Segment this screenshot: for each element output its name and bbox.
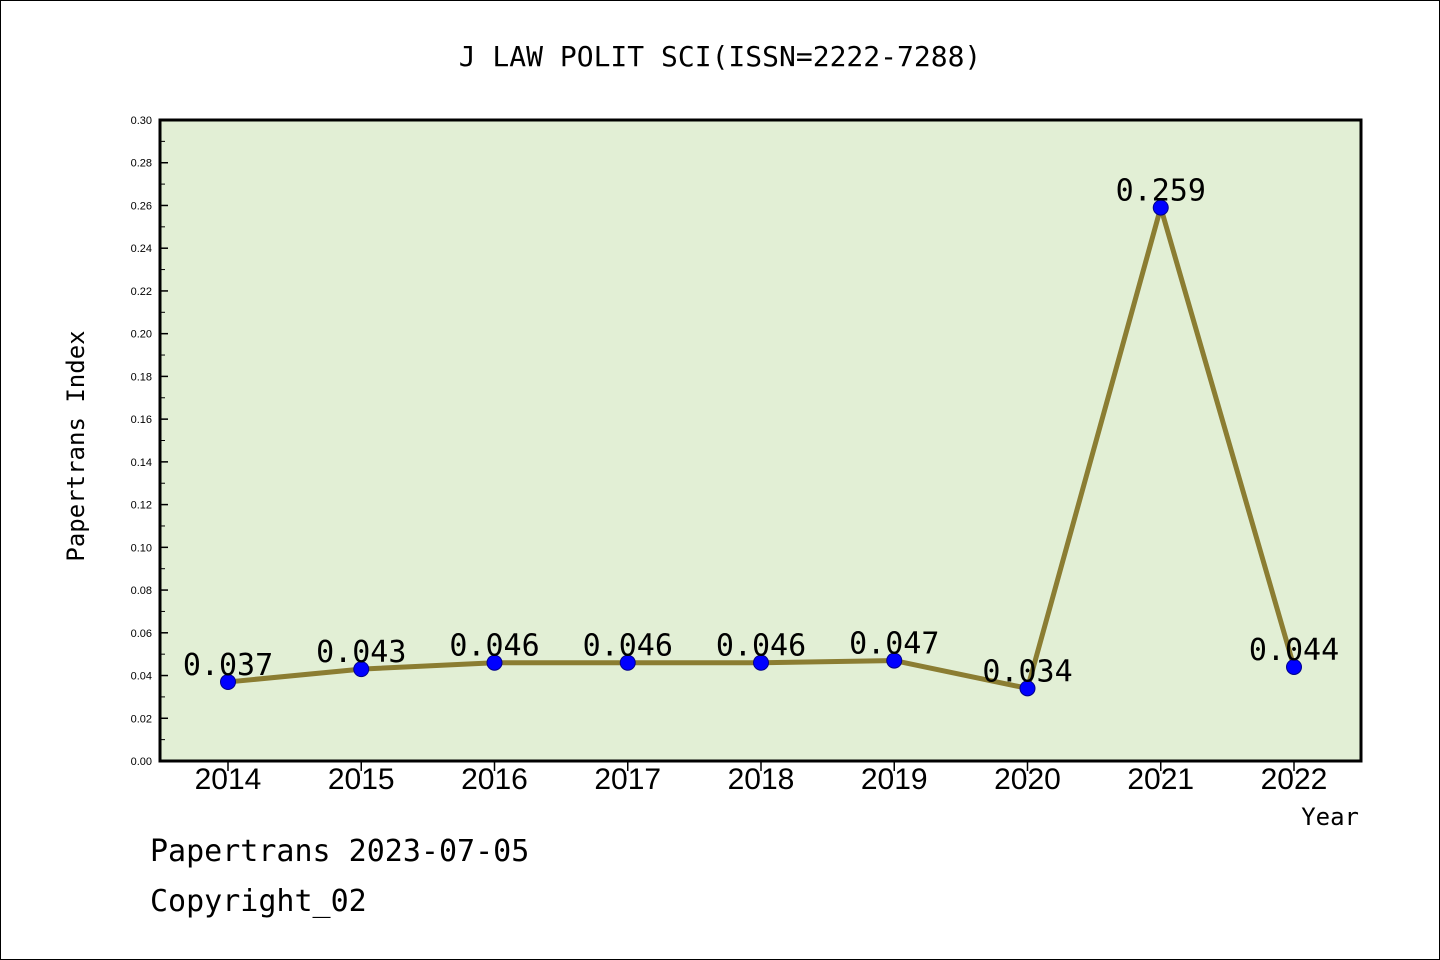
y-tick-label: 0.14 (131, 457, 152, 469)
data-point (1152, 199, 1169, 216)
y-tick-label: 0.22 (131, 286, 152, 298)
data-label: 0.044 (1249, 633, 1339, 668)
data-point (486, 654, 503, 671)
data-point (619, 654, 636, 671)
y-tick-label: 0.08 (131, 585, 152, 597)
data-label: 0.043 (316, 635, 406, 670)
x-tick-label: 2019 (861, 763, 928, 796)
data-label: 0.037 (183, 648, 273, 683)
y-tick-label: 0.28 (131, 158, 152, 170)
chart-title: J LAW POLIT SCI(ISSN=2222-7288) (459, 40, 982, 73)
data-point (1019, 680, 1036, 697)
footer-date: Papertrans 2023-07-05 (150, 834, 530, 869)
x-tick-label: 2022 (1261, 763, 1328, 796)
y-tick-label: 0.20 (131, 329, 152, 341)
data-label: 0.046 (583, 629, 673, 664)
data-point (220, 673, 236, 690)
y-tick-label: 0.00 (131, 756, 152, 768)
y-tick-label: 0.24 (131, 243, 152, 255)
footer-copyright: Copyright_02 (150, 884, 367, 919)
data-label: 0.259 (1116, 174, 1206, 209)
x-tick-label: 2020 (994, 763, 1061, 796)
y-axis: 0.00 0.02 0.04 0.06 0.08 0.10 0.12 0.14 0.16 0.18… (131, 115, 168, 768)
y-axis-label: Papertrans Index (62, 330, 90, 561)
y-tick-label: 0.26 (131, 200, 152, 212)
data-label: 0.034 (982, 654, 1072, 689)
data-markers (220, 199, 1302, 697)
data-point (1286, 658, 1302, 675)
x-tick-label: 2015 (328, 763, 395, 796)
data-point (353, 661, 370, 678)
x-tick-label: 2017 (594, 763, 661, 796)
data-labels: 0.037 0.043 0.046 0.046 0.046 0.047 0.034 0.259… (183, 174, 1339, 690)
x-tick-label: 2018 (728, 763, 795, 796)
y-tick-label: 0.12 (131, 500, 152, 512)
x-axis-label: Year (1301, 803, 1359, 831)
y-tick-label: 0.02 (131, 713, 152, 725)
data-label: 0.046 (716, 629, 806, 664)
x-tick-label: 2014 (195, 763, 262, 796)
y-tick-label: 0.18 (131, 371, 152, 383)
y-tick-label: 0.06 (131, 628, 152, 640)
y-tick-label: 0.10 (131, 542, 152, 554)
y-tick-label: 0.04 (131, 671, 152, 683)
data-point (753, 654, 769, 671)
data-label: 0.046 (449, 629, 539, 664)
x-tick-label: 2021 (1127, 763, 1194, 796)
x-axis: 2014 2015 2016 2017 2018 2019 2020 2021 2022 (195, 761, 1328, 796)
x-tick-label: 2016 (461, 763, 528, 796)
y-tick-label: 0.16 (131, 414, 152, 426)
y-tick-label: 0.30 (131, 115, 152, 127)
data-point (886, 652, 903, 669)
plot-area (158, 118, 1363, 763)
data-label: 0.047 (849, 627, 939, 662)
